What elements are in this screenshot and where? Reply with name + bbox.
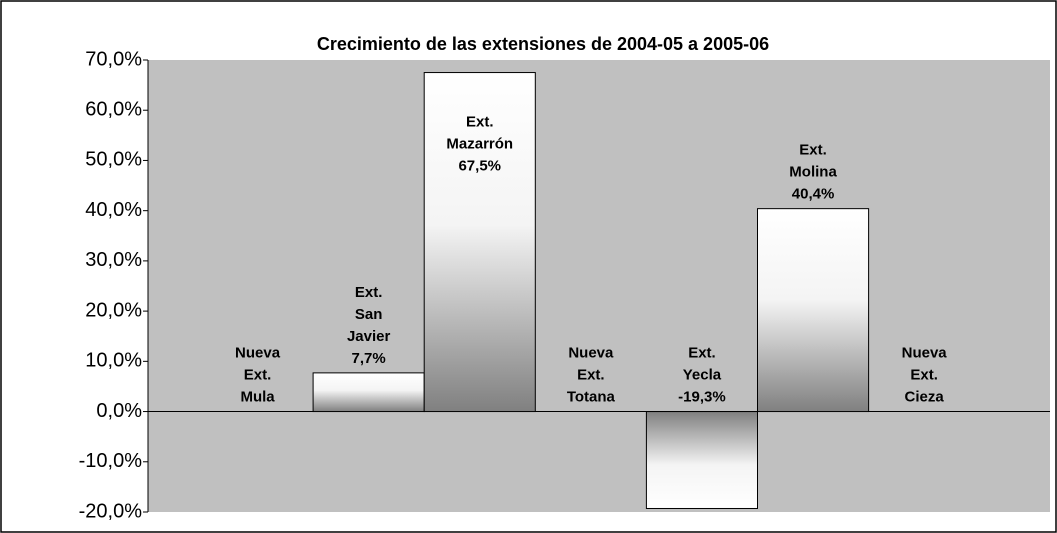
category-label: Nueva xyxy=(235,345,281,362)
category-label: Molina xyxy=(789,164,837,181)
value-label: 7,7% xyxy=(352,350,386,367)
category-label: Ext. xyxy=(688,345,716,362)
y-tick-label: 0,0% xyxy=(96,400,142,422)
bar xyxy=(645,411,759,509)
y-tick-label: -20,0% xyxy=(79,500,143,522)
category-label: Ext. xyxy=(355,284,383,301)
category-label: Ext. xyxy=(466,114,494,131)
y-tick-label: 40,0% xyxy=(85,199,142,221)
category-label: Mazarrón xyxy=(446,136,513,153)
category-label: Ext. xyxy=(799,142,827,159)
y-tick-label: 50,0% xyxy=(85,149,142,171)
category-label: Javier xyxy=(347,328,391,345)
y-tick-label: -10,0% xyxy=(79,450,143,472)
category-label: Ext. xyxy=(577,367,605,384)
y-tick-label: 30,0% xyxy=(85,249,142,271)
category-label: Ext. xyxy=(244,367,272,384)
bar xyxy=(757,208,870,413)
value-label: 67,5% xyxy=(458,158,501,175)
bar xyxy=(423,72,536,413)
y-tick-label: 70,0% xyxy=(85,48,142,70)
plot-area xyxy=(148,60,1050,512)
y-tick-label: 60,0% xyxy=(85,99,142,121)
value-label: 40,4% xyxy=(792,186,835,203)
category-label: Nueva xyxy=(568,345,614,362)
category-label: Mula xyxy=(240,389,275,406)
category-label: San xyxy=(355,306,383,323)
chart-title: Crecimiento de las extensiones de 2004-0… xyxy=(317,34,769,54)
category-label: Ext. xyxy=(910,367,938,384)
category-label: Yecla xyxy=(683,367,722,384)
value-label: -19,3% xyxy=(678,389,726,406)
bar xyxy=(312,372,425,413)
category-label: Totana xyxy=(567,389,616,406)
category-label: Cieza xyxy=(905,389,945,406)
y-tick-label: 20,0% xyxy=(85,299,142,321)
y-tick-label: 10,0% xyxy=(85,350,142,372)
category-label: Nueva xyxy=(902,345,948,362)
